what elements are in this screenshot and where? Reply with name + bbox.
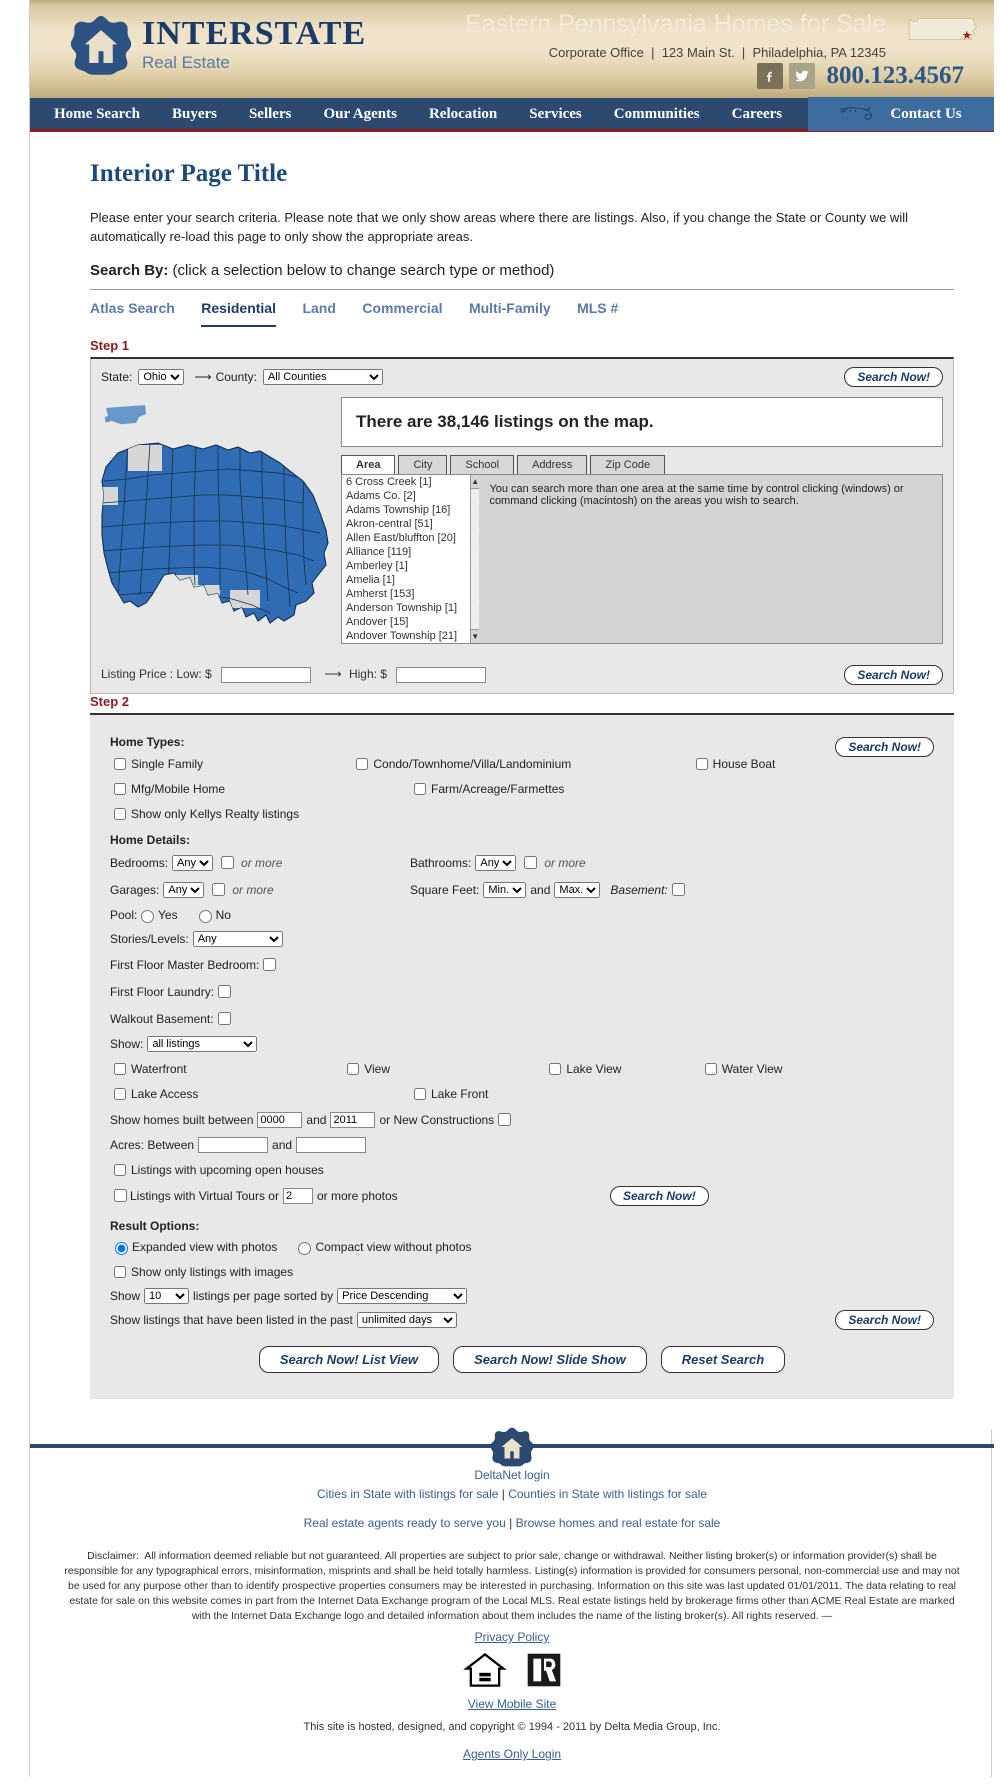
svg-text:★: ★ [962, 30, 972, 42]
